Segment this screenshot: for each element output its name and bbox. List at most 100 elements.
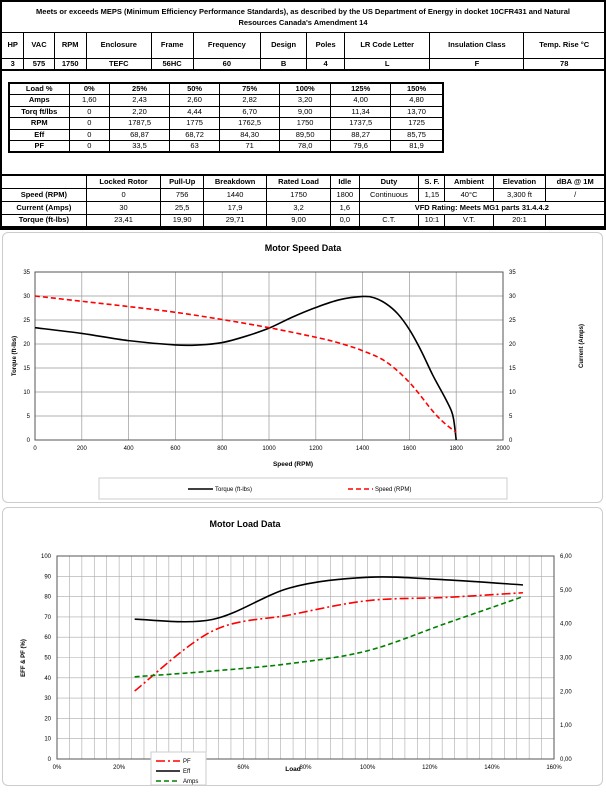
y-tick-label: 20 xyxy=(23,342,30,348)
perf-torque-cell: Torque (ft-lbs) xyxy=(0,213,87,228)
legend-box xyxy=(98,477,508,500)
perf-speed-cell: Continuous xyxy=(358,187,420,202)
vfd-rating: VFD Rating: Meets MG1 parts 31.4.4.2 xyxy=(358,200,606,215)
spec-value-cell: F xyxy=(429,57,525,70)
x-tick-label: 800 xyxy=(217,446,228,452)
perf-header-cell xyxy=(0,174,87,189)
load-table-cell: 2,20 xyxy=(109,105,170,118)
y2-tick-label: 5,00 xyxy=(560,588,572,594)
y-tick-label: 0 xyxy=(48,757,52,763)
y-tick-label: 40 xyxy=(44,676,51,682)
y-tick-label: 35 xyxy=(23,270,30,276)
load-table-cell: 71 xyxy=(219,140,281,153)
series-line-speed xyxy=(34,295,457,433)
load-table-cell: 75% xyxy=(219,82,281,95)
perf-current-cell: 1,6 xyxy=(330,200,360,215)
perf-header-cell: Breakdown xyxy=(202,174,268,189)
x-axis-label: Load xyxy=(285,766,301,773)
motor-load-chart: Motor Load Data0%20%40%60%80%100%120%140… xyxy=(21,519,572,786)
y-tick-label: 0 xyxy=(27,438,31,444)
plot-area xyxy=(34,271,504,441)
y2-axis-label: Current (Amps) xyxy=(579,324,585,368)
load-table-cell: 50% xyxy=(168,82,221,95)
load-table-cell: 88,27 xyxy=(330,128,392,141)
load-table-cell: RPM xyxy=(8,117,70,130)
y2-tick-label: 5 xyxy=(509,414,513,420)
perf-speed-cell: 0 xyxy=(85,187,162,202)
y2-tick-label: 10 xyxy=(509,390,516,396)
y-tick-label: 25 xyxy=(23,318,30,324)
load-table-cell: 81,9 xyxy=(390,140,444,153)
y-tick-label: 60 xyxy=(44,635,51,641)
spec-header-cell: Frame xyxy=(150,31,194,59)
perf-current-cell: 17,9 xyxy=(202,200,268,215)
perf-current-cell: 25,5 xyxy=(160,200,204,215)
legend-label: Amps xyxy=(183,779,198,785)
perf-speed-cell: 3,300 ft xyxy=(492,187,547,202)
spec-header-cell: Temp. Rise °C xyxy=(523,31,606,59)
x-tick-label: 200 xyxy=(77,446,88,452)
y-tick-label: 20 xyxy=(44,716,51,722)
load-table-cell: Load % xyxy=(8,82,70,95)
y2-tick-label: 30 xyxy=(509,294,516,300)
load-table-row: Torq ft/lbs 0 2,20 4,44 6,70 9,00 11,34 13,70 xyxy=(8,105,444,118)
load-table-cell: 85,75 xyxy=(390,128,444,141)
x-tick-label: 1200 xyxy=(309,446,323,452)
x-tick-label: 600 xyxy=(170,446,181,452)
load-table-cell: 2,82 xyxy=(219,94,281,107)
perf-speed-cell: 1440 xyxy=(202,187,268,202)
spec-header-cell: RPM xyxy=(53,31,87,59)
perf-torque-cell: 0,0 xyxy=(330,213,360,228)
load-table-cell: PF xyxy=(8,140,70,153)
motor-speed-chart-panel: Motor Speed Data 0 200 400 600 800 1000 1200 140… xyxy=(2,232,603,503)
perf-header-cell: Ambient xyxy=(444,174,494,189)
x-tick-label: 20% xyxy=(113,765,126,771)
y2-tick-label: 35 xyxy=(509,270,516,276)
load-table-row: RPM 0 1787,5 1775 1762,5 1750 1737,5 1725 xyxy=(8,117,444,130)
spec-value-cell: TEFC xyxy=(85,57,152,70)
legend-label: PF xyxy=(183,759,191,765)
load-table-cell: 1725 xyxy=(390,117,444,130)
series-line-torque xyxy=(34,295,457,441)
compliance-statement: Meets or exceeds MEPS (Minimum Efficienc… xyxy=(0,0,606,33)
load-table-cell: 0 xyxy=(68,117,111,130)
load-table-cell: 3,20 xyxy=(279,94,332,107)
perf-speed-cell: 40°C xyxy=(444,187,494,202)
y2-tick-label: 3,00 xyxy=(560,656,572,662)
x-tick-label: 120% xyxy=(422,765,438,771)
load-table-cell: 0 xyxy=(68,140,111,153)
motor-spec-table: Meets or exceeds MEPS (Minimum Efficienc… xyxy=(0,0,606,71)
y-tick-label: 15 xyxy=(23,366,30,372)
x-tick-label: 140% xyxy=(484,765,500,771)
x-tick-label: 100% xyxy=(360,765,376,771)
motor-load-chart-panel: Motor Load Data0%20%40%60%80%100%120%140… xyxy=(2,507,603,786)
y2-tick-label: 0,00 xyxy=(560,757,572,763)
load-table-cell: 125% xyxy=(330,82,392,95)
perf-torque-cell: 10:1 xyxy=(418,213,446,228)
load-table-cell: 4,00 xyxy=(330,94,392,107)
x-tick-label: 160% xyxy=(546,765,562,771)
load-table-cell: Torq ft/lbs xyxy=(8,105,70,118)
perf-speed-cell: 756 xyxy=(160,187,204,202)
performance-table: Locked Rotor Pull-Up Breakdown Rated Load Id… xyxy=(0,174,606,228)
load-table-cell: 1737,5 xyxy=(330,117,392,130)
perf-current-cell: 3,2 xyxy=(266,200,331,215)
y-tick-label: 90 xyxy=(44,574,51,580)
y2-tick-label: 4,00 xyxy=(560,622,572,628)
perf-current-cell: 30 xyxy=(85,200,162,215)
load-table-cell: 2,60 xyxy=(168,94,221,107)
perf-torque-cell xyxy=(545,213,606,228)
y-tick-label: 50 xyxy=(44,656,51,662)
spec-header-cell: Poles xyxy=(306,31,346,59)
load-table-cell: 1775 xyxy=(168,117,221,130)
y-tick-label: 30 xyxy=(44,696,51,702)
perf-speed-cell: 1750 xyxy=(266,187,331,202)
load-table-cell: 0 xyxy=(68,128,111,141)
y2-tick-label: 1,00 xyxy=(560,723,572,729)
load-table-cell: 78,0 xyxy=(279,140,332,153)
load-table-cell: 79,6 xyxy=(330,140,392,153)
y2-tick-label: 15 xyxy=(509,366,516,372)
spec-value-cell: 4 xyxy=(306,57,346,70)
spec-value-cell: 1750 xyxy=(53,57,87,70)
series-line-amps xyxy=(134,595,524,678)
